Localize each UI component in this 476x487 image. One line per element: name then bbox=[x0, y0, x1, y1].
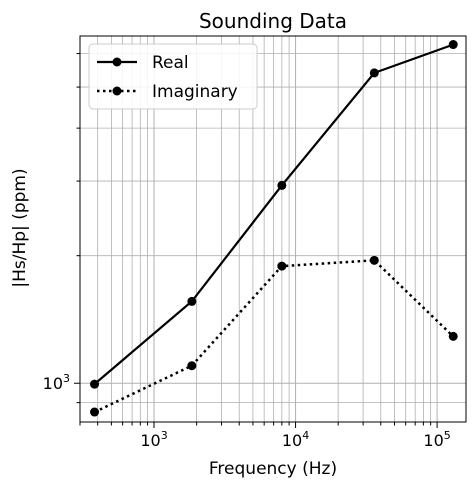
data-point-imaginary bbox=[90, 407, 100, 417]
chart-title: Sounding Data bbox=[199, 9, 347, 33]
x-axis-label: Frequency (Hz) bbox=[209, 459, 337, 479]
y-tick-label-base: 10 bbox=[43, 374, 63, 393]
legend-label-real: Real bbox=[152, 53, 189, 73]
data-point-real bbox=[448, 40, 458, 50]
x-tick-label: 105 bbox=[423, 429, 450, 450]
data-point-real bbox=[187, 296, 197, 306]
data-point-real bbox=[369, 68, 379, 78]
data-point-real bbox=[90, 379, 100, 389]
x-tick-label-exponent: 4 bbox=[302, 429, 309, 442]
plot-frame bbox=[79, 35, 467, 423]
data-point-real bbox=[277, 180, 287, 190]
x-tick-label: 104 bbox=[282, 429, 309, 450]
series-layer bbox=[90, 40, 458, 417]
x-tick-label-exponent: 5 bbox=[444, 429, 451, 442]
data-point-imaginary bbox=[369, 255, 379, 265]
x-tick-label-exponent: 3 bbox=[161, 429, 168, 442]
data-point-imaginary bbox=[277, 261, 287, 271]
legend: Real Imaginary bbox=[88, 43, 258, 110]
x-tick-label-base: 10 bbox=[282, 431, 302, 450]
data-point-imaginary bbox=[448, 331, 458, 341]
legend-box bbox=[88, 43, 258, 110]
x-tick-label-base: 10 bbox=[140, 431, 160, 450]
y-axis-label: |Hs/Hp| (ppm) bbox=[10, 168, 30, 287]
legend-marker-imaginary bbox=[112, 86, 122, 96]
legend-marker-real bbox=[112, 57, 122, 67]
y-tick-label: 103 bbox=[43, 372, 70, 393]
legend-label-imaginary: Imaginary bbox=[152, 82, 238, 102]
x-tick-label-base: 10 bbox=[423, 431, 443, 450]
data-point-imaginary bbox=[187, 361, 197, 371]
y-tick-label-exponent: 3 bbox=[63, 372, 70, 385]
x-tick-label: 103 bbox=[140, 429, 167, 450]
